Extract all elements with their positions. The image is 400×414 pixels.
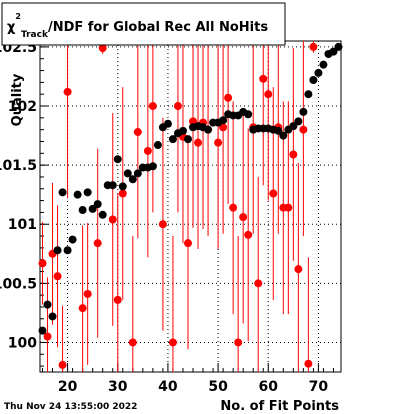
data-series	[38, 41, 343, 372]
data-point	[133, 128, 142, 137]
data-point	[118, 189, 127, 198]
data-point	[143, 146, 152, 155]
data-point	[168, 135, 177, 144]
x-tick-label: 20	[58, 379, 78, 395]
data-point	[244, 110, 253, 119]
x-tick-label: 70	[309, 379, 329, 395]
data-point	[93, 239, 102, 248]
y-tick-label: 101	[8, 217, 37, 233]
data-point	[173, 102, 182, 111]
data-point	[38, 326, 47, 335]
data-point	[83, 188, 92, 197]
data-point	[279, 131, 288, 140]
data-point	[319, 60, 328, 69]
data-point	[93, 200, 102, 209]
data-point	[98, 210, 107, 219]
data-point	[234, 338, 243, 347]
data-point	[189, 117, 198, 126]
x-tick-label: 50	[208, 379, 228, 395]
y-tick-label: 102	[8, 99, 37, 115]
data-point	[58, 188, 67, 197]
data-point	[304, 90, 313, 99]
data-point	[128, 338, 137, 347]
data-point	[214, 138, 223, 147]
title-box	[1, 2, 286, 46]
data-point	[264, 90, 273, 99]
data-point	[294, 117, 303, 126]
data-point	[254, 279, 263, 288]
data-point	[108, 181, 117, 190]
data-point	[113, 155, 122, 164]
data-point	[269, 189, 278, 198]
series-0	[38, 42, 343, 335]
data-point	[78, 304, 87, 313]
data-point	[259, 74, 268, 83]
plot-frame	[39, 40, 342, 373]
data-point	[229, 203, 238, 212]
data-point	[43, 300, 52, 309]
series-1	[38, 41, 318, 372]
data-point	[168, 338, 177, 347]
data-point	[309, 42, 318, 51]
data-point	[108, 215, 117, 224]
data-point	[113, 295, 122, 304]
data-point	[133, 169, 142, 178]
data-point	[78, 206, 87, 215]
chart-title: χ2Track/NDF for Global Rec All NoHits	[7, 12, 268, 40]
data-point	[148, 102, 157, 111]
data-point	[289, 150, 298, 159]
y-tick-label: 100.5	[0, 276, 37, 292]
data-point	[118, 182, 127, 191]
data-point	[334, 42, 343, 51]
data-point	[88, 204, 97, 213]
data-point	[53, 246, 62, 255]
data-point	[158, 220, 167, 229]
data-point	[289, 122, 298, 131]
data-point	[294, 265, 303, 274]
timestamp: Thu Nov 24 13:55:00 2022	[4, 402, 137, 412]
data-point	[309, 76, 318, 85]
data-point	[73, 190, 82, 199]
data-point	[48, 312, 57, 321]
data-point	[274, 126, 283, 135]
y-axis-label: Quality	[10, 73, 25, 126]
data-point	[68, 235, 77, 244]
data-point	[299, 125, 308, 134]
y-tick-label: 101.5	[0, 158, 37, 174]
data-point	[239, 213, 248, 222]
data-point	[219, 116, 228, 125]
data-point	[153, 141, 162, 150]
y-tick-label: 100	[8, 335, 37, 351]
data-point	[58, 360, 67, 369]
data-point	[244, 230, 253, 239]
x-tick-label: 60	[259, 379, 279, 395]
data-point	[314, 68, 323, 77]
x-tick-label: 40	[158, 379, 178, 395]
data-point	[178, 126, 187, 135]
data-point	[148, 162, 157, 171]
data-point	[128, 175, 137, 184]
data-point	[53, 272, 62, 281]
data-point	[194, 138, 203, 147]
data-point	[304, 359, 313, 368]
data-point	[219, 123, 228, 132]
data-point	[284, 203, 293, 212]
data-point	[183, 135, 192, 144]
x-tick-label: 30	[108, 379, 128, 395]
data-point	[38, 259, 47, 268]
data-point	[183, 239, 192, 248]
data-point	[224, 93, 233, 102]
data-point	[163, 119, 172, 128]
data-point	[43, 332, 52, 341]
data-point	[204, 125, 213, 134]
data-point	[123, 169, 132, 178]
data-point	[299, 107, 308, 116]
x-axis-label: No. of Fit Points	[220, 399, 339, 414]
data-point	[63, 246, 72, 255]
data-point	[63, 87, 72, 96]
data-point	[83, 289, 92, 298]
data-point	[98, 44, 107, 53]
data-point	[329, 47, 338, 56]
